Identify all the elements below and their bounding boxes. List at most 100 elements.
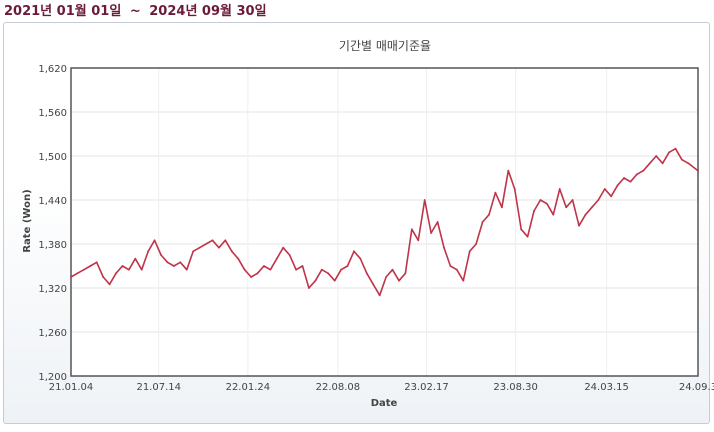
y-tick-label: 1,320: [38, 284, 67, 295]
data-point: [108, 283, 111, 286]
data-point: [115, 272, 117, 275]
data-point: [295, 268, 297, 271]
y-axis-label: Rate (Won): [22, 189, 33, 252]
data-point: [404, 272, 407, 275]
data-point: [185, 268, 188, 271]
data-point: [237, 257, 240, 260]
y-tick-label: 1,380: [38, 240, 67, 251]
y-tick-label: 1,500: [38, 152, 67, 163]
x-tick-label: 22.08.08: [316, 382, 361, 393]
data-point: [166, 261, 169, 264]
data-point: [76, 272, 79, 275]
data-point: [263, 265, 265, 267]
data-point: [308, 287, 310, 289]
data-point: [359, 257, 362, 260]
series-line: [70, 147, 699, 297]
data-point: [198, 246, 201, 249]
data-point: [674, 147, 677, 150]
data-point: [205, 243, 207, 245]
x-tick-label: 21.01.04: [49, 382, 94, 393]
data-point: [365, 272, 368, 275]
data-point: [552, 213, 555, 216]
data-point: [147, 250, 150, 253]
data-point: [449, 265, 452, 267]
data-point: [95, 261, 98, 264]
plot-area: [71, 68, 698, 376]
range-separator: ~: [129, 4, 141, 19]
data-point: [436, 221, 439, 223]
data-point: [275, 257, 278, 260]
data-point: [398, 279, 400, 282]
data-point: [269, 268, 272, 271]
data-point: [681, 158, 683, 161]
data-point: [314, 279, 317, 282]
data-point: [385, 276, 388, 278]
x-tick-label: 23.08.30: [493, 382, 538, 393]
data-point: [636, 173, 638, 176]
data-point: [668, 151, 670, 154]
data-point: [507, 169, 510, 172]
data-point: [256, 272, 259, 275]
data-point: [610, 195, 613, 198]
y-tick-label: 1,560: [38, 108, 67, 119]
data-point: [288, 254, 291, 256]
end-date-text: 2024년 09월 30일: [149, 4, 267, 19]
data-point: [250, 276, 252, 278]
data-point: [89, 265, 92, 267]
data-point: [353, 250, 355, 253]
y-tick-label: 1,260: [38, 328, 67, 339]
data-point: [430, 232, 433, 234]
y-tick-label: 1,620: [38, 64, 67, 75]
data-point: [571, 199, 574, 201]
data-point: [192, 250, 195, 253]
data-point: [410, 228, 413, 231]
data-point: [320, 268, 323, 271]
data-point: [121, 265, 124, 267]
plot-border: [70, 67, 699, 377]
data-point: [224, 239, 227, 242]
data-point: [488, 213, 490, 216]
data-point: [590, 206, 593, 209]
data-point: [655, 155, 658, 157]
y-tick-label: 1,200: [38, 372, 67, 383]
data-point: [578, 224, 580, 227]
data-point: [475, 243, 478, 245]
data-point: [513, 188, 516, 190]
data-point: [500, 206, 503, 209]
y-tick-label: 1,440: [38, 196, 67, 207]
data-point: [468, 250, 471, 253]
data-point: [140, 268, 143, 271]
y-axis-ticks: 1,200 1,260 1,320 1,380 1,440 1,500 1,560 1,620: [38, 64, 67, 383]
data-point: [697, 169, 699, 172]
data-point: [603, 188, 606, 190]
data-point: [172, 265, 175, 267]
data-point: [102, 276, 105, 278]
data-point: [661, 162, 664, 165]
data-point: [243, 268, 246, 271]
data-point: [455, 268, 458, 271]
data-point: [378, 294, 381, 297]
data-point: [648, 162, 651, 165]
data-point: [391, 268, 394, 271]
data-point: [597, 199, 600, 201]
data-point: [346, 265, 349, 267]
data-point: [333, 279, 336, 282]
data-point: [417, 239, 420, 242]
data-point: [687, 162, 690, 165]
data-point: [526, 235, 529, 238]
data-point: [584, 213, 587, 216]
data-point: [629, 180, 632, 183]
x-tick-label: 24.09.3: [679, 382, 714, 393]
data-point: [127, 268, 130, 271]
data-point: [616, 184, 619, 187]
data-point: [82, 268, 85, 271]
data-point: [301, 265, 304, 267]
data-point: [539, 199, 542, 201]
x-tick-label: 22.01.24: [226, 382, 271, 393]
chart-title: 기간별 매매기준율: [339, 39, 431, 53]
data-point: [153, 239, 156, 242]
data-point: [565, 206, 568, 209]
data-point: [545, 202, 548, 205]
x-tick-label: 21.07.14: [136, 382, 181, 393]
